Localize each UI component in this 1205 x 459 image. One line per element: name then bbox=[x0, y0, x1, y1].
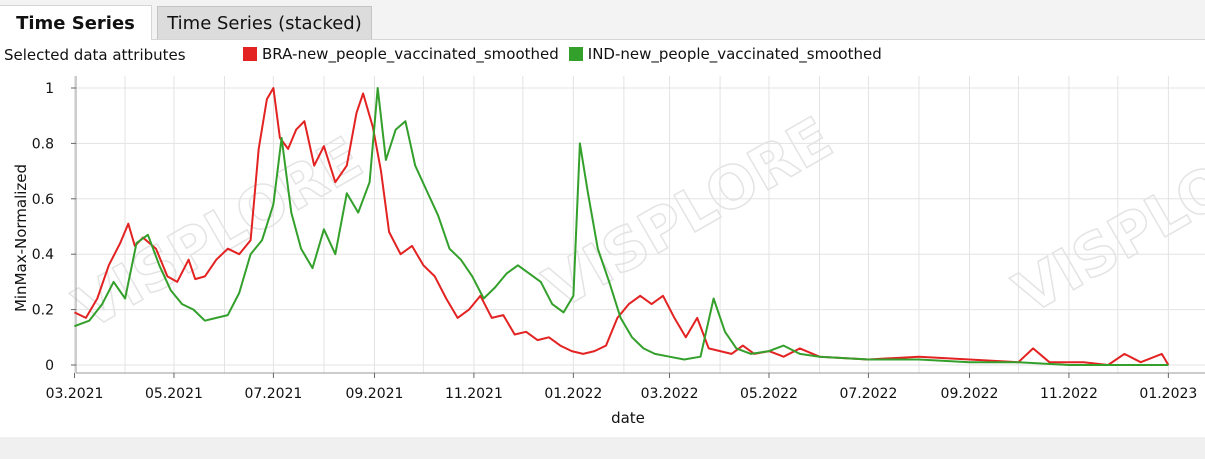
chart-legend: BRA-new_people_vaccinated_smoothed IND-n… bbox=[243, 45, 892, 63]
legend-entry-bra[interactable]: BRA-new_people_vaccinated_smoothed bbox=[243, 45, 559, 63]
watermark-text: VISPLORE bbox=[533, 104, 843, 323]
legend-swatch-ind bbox=[568, 47, 583, 61]
y-tick-label: 1 bbox=[45, 81, 54, 97]
series-line-ind[interactable] bbox=[74, 87, 1169, 366]
legend-label-bra: BRA-new_people_vaccinated_smoothed bbox=[262, 45, 559, 63]
legend-entry-ind[interactable]: IND-new_people_vaccinated_smoothed bbox=[568, 45, 882, 63]
x-tick-label: 01.2023 bbox=[1139, 386, 1197, 402]
x-tick-label: 01.2022 bbox=[544, 386, 602, 402]
x-tick-label: 11.2021 bbox=[445, 386, 503, 402]
x-tick-label: 07.2021 bbox=[244, 386, 302, 402]
watermark-layer: VISPLORE VISPLORE VISPLORE bbox=[62, 103, 1205, 343]
x-tick-label: 03.2021 bbox=[46, 386, 104, 402]
series-line-bra[interactable] bbox=[74, 87, 1170, 366]
chart-series bbox=[74, 87, 1170, 366]
x-tick-label: 07.2022 bbox=[839, 386, 897, 402]
tab-bar: Time Series Time Series (stacked) bbox=[0, 0, 1205, 40]
watermark-text: VISPLORE bbox=[1003, 109, 1205, 328]
x-tick-label: 03.2022 bbox=[641, 386, 699, 402]
selected-attributes-label: Selected data attributes bbox=[4, 46, 186, 64]
x-tick-label: 09.2022 bbox=[941, 386, 999, 402]
x-tick-label: 05.2021 bbox=[145, 386, 203, 402]
y-tick-label: 0.8 bbox=[32, 136, 54, 152]
chart-axis-labels: date MinMax-Normalized bbox=[12, 164, 645, 427]
legend-swatch-bra bbox=[243, 47, 257, 61]
y-tick-label: 0.6 bbox=[32, 192, 54, 208]
x-axis-title: date bbox=[611, 409, 645, 427]
y-tick-label: 0.2 bbox=[32, 303, 54, 319]
tab-time-series-stacked[interactable]: Time Series (stacked) bbox=[157, 6, 372, 39]
legend-label-ind: IND-new_people_vaccinated_smoothed bbox=[587, 45, 882, 63]
chart-grid bbox=[74, 76, 1205, 373]
footer-bar bbox=[0, 437, 1205, 459]
chart-axes: 0 0.2 0.4 0.6 0.8 1 03.2021 05.2021 07.2021 09.20… bbox=[32, 76, 1205, 402]
y-tick-label: 0 bbox=[45, 358, 54, 374]
x-tick-label: 05.2022 bbox=[740, 386, 798, 402]
x-tick-label: 09.2021 bbox=[346, 386, 404, 402]
tab-time-series[interactable]: Time Series bbox=[0, 5, 152, 40]
time-series-chart[interactable]: VISPLORE VISPLORE VISPLORE 00.20.40.60.810… bbox=[0, 0, 1205, 437]
y-axis-title: MinMax-Normalized bbox=[12, 164, 30, 312]
x-tick-label: 11.2022 bbox=[1040, 386, 1098, 402]
y-tick-label: 0.4 bbox=[32, 247, 54, 263]
